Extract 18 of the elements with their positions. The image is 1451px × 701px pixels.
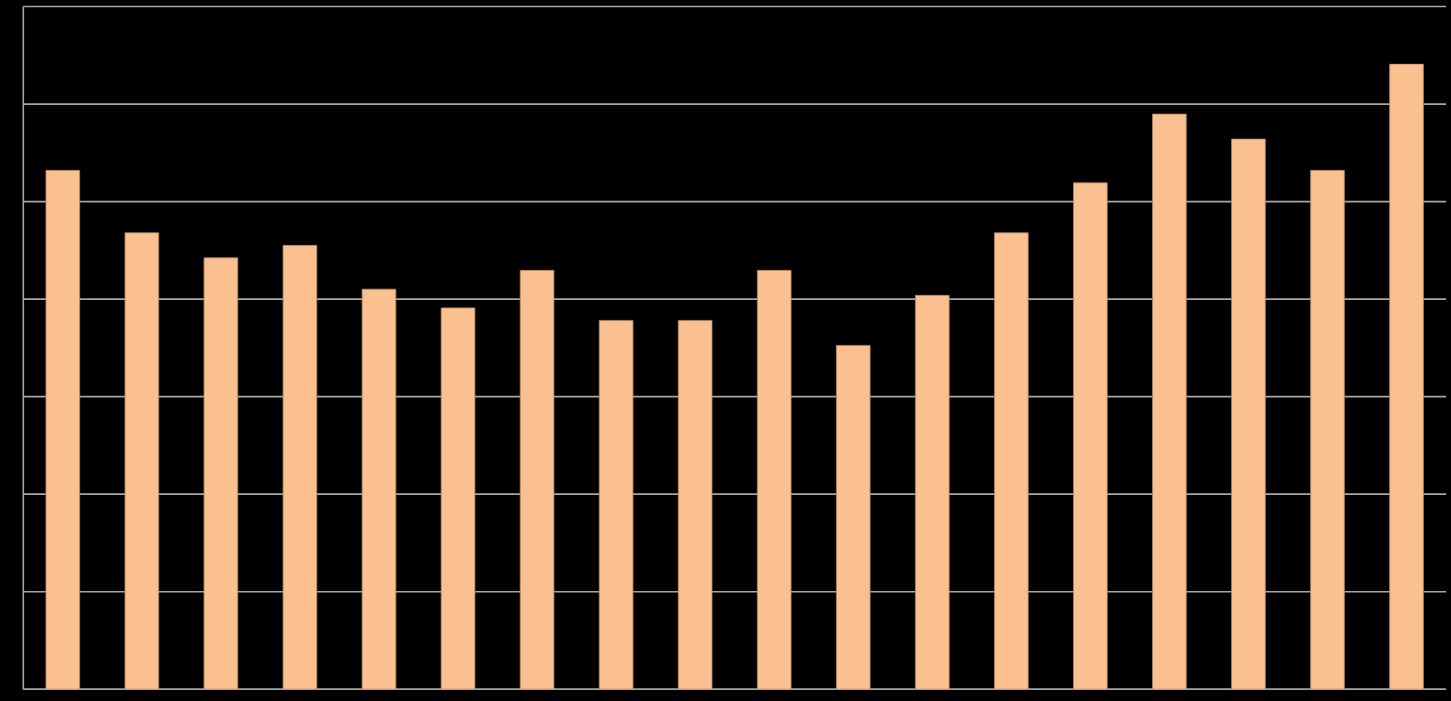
- bar: [598, 319, 634, 690]
- bar: [361, 288, 397, 690]
- bar: [124, 232, 160, 690]
- bar: [756, 269, 792, 690]
- bar: [440, 307, 476, 690]
- bar: [1389, 63, 1424, 690]
- bar: [835, 344, 871, 690]
- bar: [519, 269, 555, 690]
- bar: [677, 319, 713, 690]
- bar: [203, 257, 239, 690]
- bar: [1073, 182, 1108, 690]
- bar: [1310, 169, 1345, 690]
- bar: [994, 232, 1029, 690]
- bar: [1231, 138, 1266, 690]
- bar: [282, 244, 318, 690]
- bar: [1152, 113, 1187, 690]
- bar: [915, 294, 950, 690]
- bar: [45, 169, 81, 690]
